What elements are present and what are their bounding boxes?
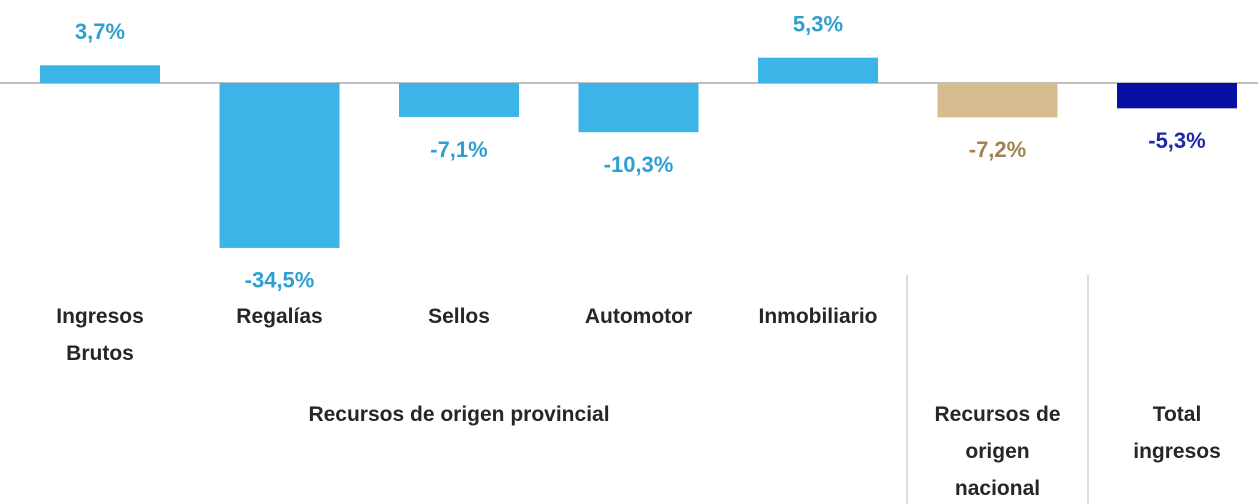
group-label: Recursos de origen nacional xyxy=(934,403,1061,500)
value-label: -7,2% xyxy=(969,137,1026,162)
category-label: Regalías xyxy=(236,305,323,328)
value-label: -5,3% xyxy=(1148,128,1205,153)
bar xyxy=(937,83,1058,118)
value-label: -34,5% xyxy=(245,268,315,293)
bar xyxy=(40,65,160,83)
value-label: -7,1% xyxy=(430,137,487,162)
category-label: Automotor xyxy=(584,305,693,328)
bar xyxy=(1117,83,1237,109)
value-label: -10,3% xyxy=(604,152,674,177)
category-label: Sellos xyxy=(428,305,490,328)
bar xyxy=(399,83,519,117)
bar xyxy=(758,57,878,83)
value-label: 5,3% xyxy=(793,11,843,36)
category-label: Ingresos Brutos xyxy=(56,305,144,365)
group-label: Recursos de origen provincial xyxy=(308,403,610,426)
bar xyxy=(219,83,340,248)
group-label: Total ingresos xyxy=(1133,403,1221,463)
bar xyxy=(578,83,699,133)
value-label: 3,7% xyxy=(75,19,125,44)
category-label: Inmobiliario xyxy=(758,305,878,328)
